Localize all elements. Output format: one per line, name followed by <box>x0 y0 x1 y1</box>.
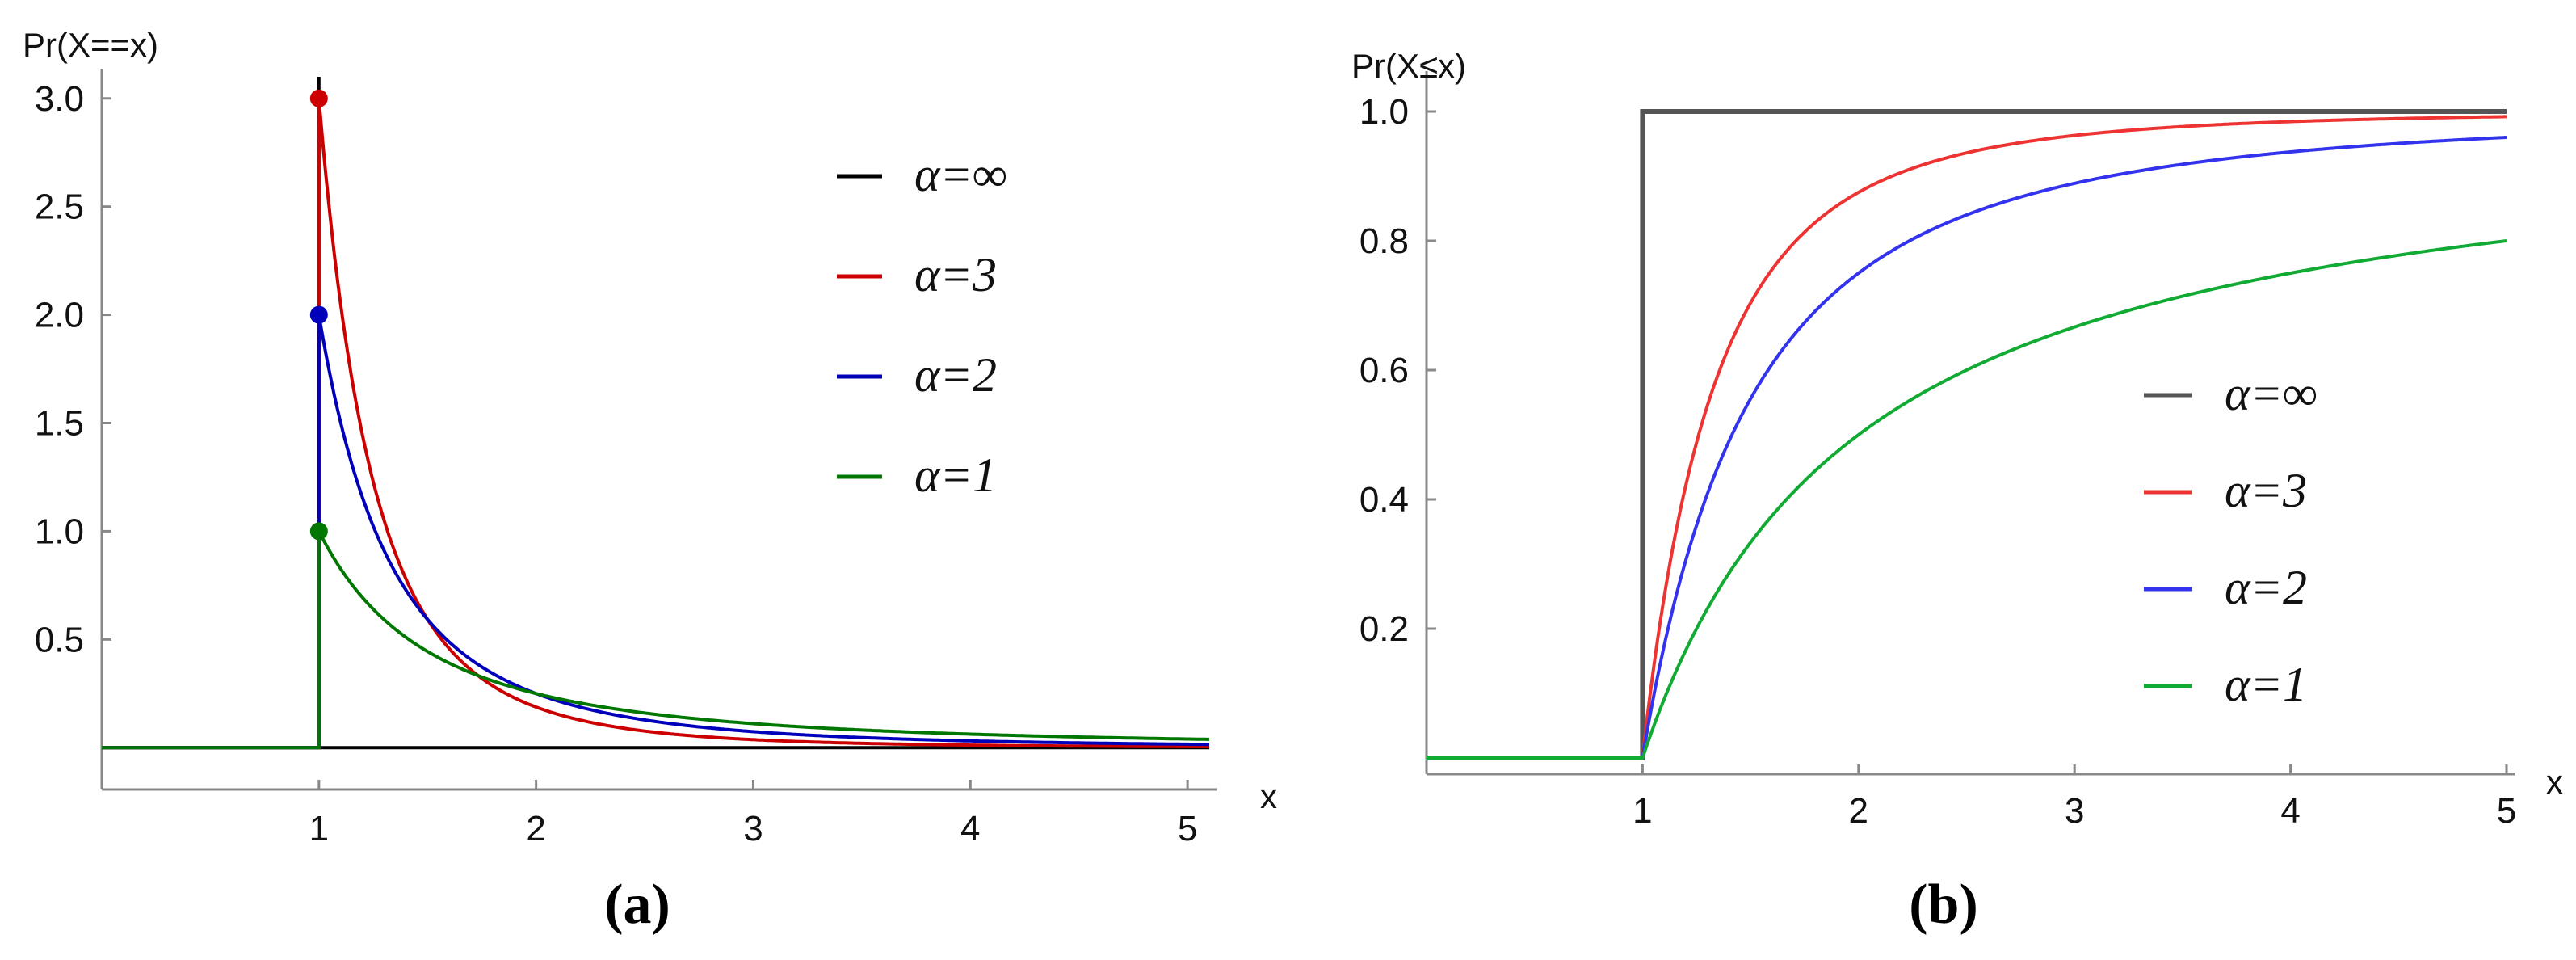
y-tick-label: 0.8 <box>1359 221 1409 261</box>
legend: α=∞ α=3 α=2 α=1 <box>2144 367 2318 711</box>
y-tick-label: 0.2 <box>1359 609 1409 649</box>
series-line-alpha-3 <box>1427 115 2507 760</box>
x-tick-label: 4 <box>960 809 980 848</box>
series-line-alpha-inf <box>102 77 1209 750</box>
legend-label: α=3 <box>2225 464 2307 517</box>
data-point-marker <box>309 89 328 107</box>
y-axis-title: Pr(X==x) <box>23 26 158 64</box>
panel-label: (b) <box>1909 874 1978 936</box>
y-tick-label: 3.0 <box>35 79 84 119</box>
x-tick-label: 5 <box>2497 791 2516 831</box>
x-axis-title: x <box>2546 763 2563 801</box>
chart-panel-a: 1 2 3 4 50.51.01.52.02.53.0Pr(X==x)xα=∞α=3α=… <box>23 26 1277 936</box>
series-line-alpha-1 <box>102 530 1209 750</box>
series-line-alpha-2 <box>102 314 1209 750</box>
x-tick-label: 1 <box>1633 791 1652 831</box>
x-tick-label: 4 <box>2280 791 2300 831</box>
series-line-alpha-1 <box>1427 239 2507 760</box>
y-axis-title: Pr(X≤x) <box>1351 47 1466 85</box>
series-line-alpha-3 <box>102 98 1209 750</box>
legend-label: α=∞ <box>2225 367 2318 420</box>
legend-label: α=3 <box>914 248 997 301</box>
y-tick-label: 0.6 <box>1359 351 1409 390</box>
legend-label: α=∞ <box>914 148 1007 201</box>
x-tick-label: 2 <box>526 809 545 848</box>
y-tick-label: 0.4 <box>1359 480 1409 520</box>
y-tick-label: 2.0 <box>35 296 84 335</box>
series-line-alpha-inf <box>1427 109 2507 760</box>
data-point-marker <box>309 305 328 324</box>
x-tick-label: 2 <box>1849 791 1868 831</box>
y-tick-label: 1.0 <box>35 512 84 551</box>
panel-label: (a) <box>604 874 670 936</box>
y-tick-label: 2.5 <box>35 187 84 227</box>
legend: α=∞ α=3 α=2 α=1 <box>837 148 1007 502</box>
legend-label: α=1 <box>914 448 997 502</box>
chart-panel-b: 1 2 3 4 5 0.2 0.4 0.6 0.8 1.0 Pr(X≤x) x α=∞ α=3 α=2 α=1… <box>1351 47 2563 936</box>
x-tick-label: 3 <box>743 809 763 848</box>
y-tick-label: 1.0 <box>1359 92 1409 132</box>
y-tick-label: 1.5 <box>35 404 84 444</box>
legend-label: α=2 <box>914 348 997 402</box>
x-tick-label: 3 <box>2065 791 2084 831</box>
y-tick-label: 0.5 <box>35 620 84 659</box>
legend-label: α=1 <box>2225 658 2307 711</box>
data-point-marker <box>309 522 328 541</box>
x-axis-title: x <box>1260 777 1277 815</box>
x-tick-label: 5 <box>1178 809 1197 848</box>
legend-label: α=2 <box>2225 561 2307 614</box>
series-line-alpha-2 <box>1427 136 2507 760</box>
x-tick-label: 1 <box>309 809 329 848</box>
